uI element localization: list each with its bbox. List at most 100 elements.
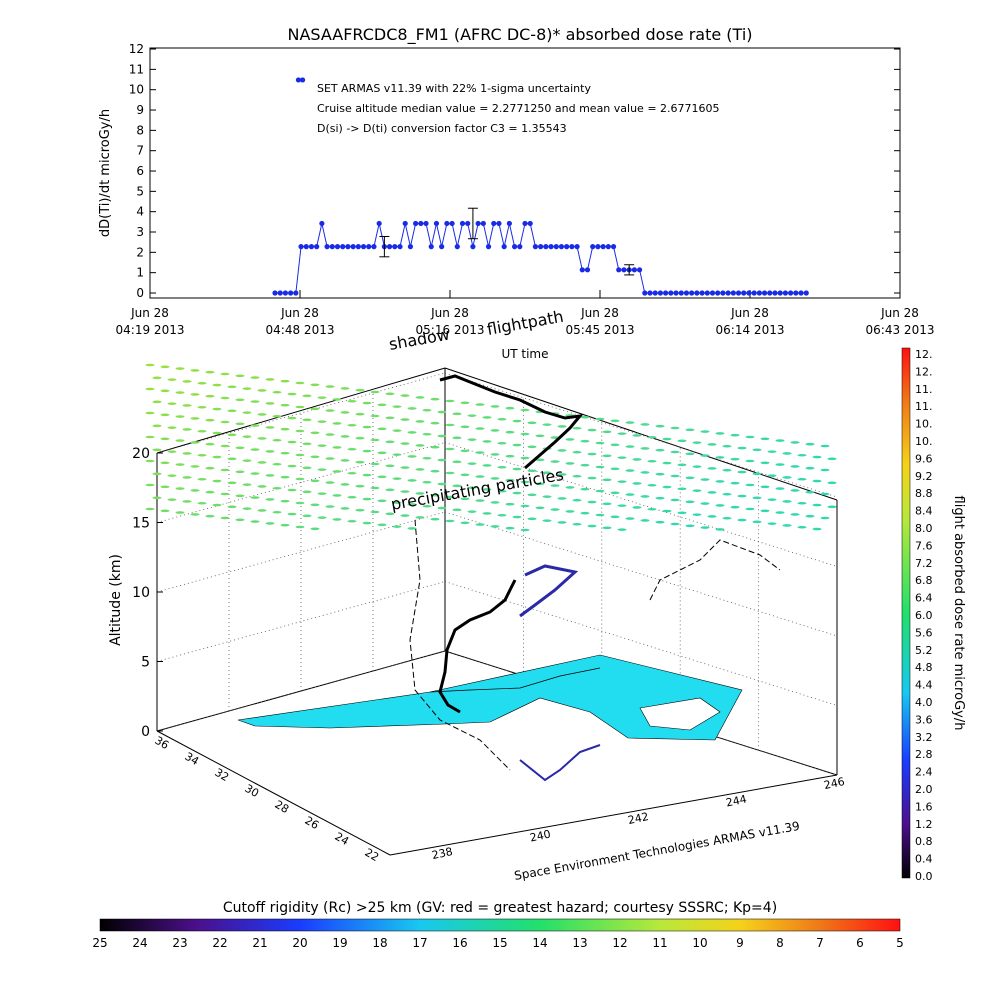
particle-marker <box>415 492 425 495</box>
particle-marker <box>527 469 537 473</box>
data-point <box>803 290 809 296</box>
annotation-conversion-factor: D(si) -> D(ti) conversion factor C3 = 1.… <box>317 122 567 135</box>
particle-marker <box>595 441 605 445</box>
particle-marker <box>677 511 687 515</box>
particle-marker <box>280 379 290 383</box>
particle-marker <box>302 418 312 422</box>
flightpath-annotation: flightpath <box>485 307 565 339</box>
particle-marker <box>745 435 755 439</box>
data-point <box>657 290 664 296</box>
particle-marker <box>280 451 290 455</box>
particle-marker <box>242 459 252 462</box>
data-point <box>300 77 306 83</box>
particle-marker <box>220 444 230 448</box>
grid-line <box>444 511 838 637</box>
particle-marker <box>475 475 485 478</box>
data-point <box>444 220 450 227</box>
particle-marker <box>467 510 477 513</box>
particle-marker <box>400 490 410 493</box>
particle-marker <box>392 429 402 432</box>
particle-marker <box>212 431 222 435</box>
particle-marker <box>295 525 305 529</box>
data-point <box>715 290 721 296</box>
particle-marker <box>557 449 567 452</box>
colorbar-right-tick-label: 6.8 <box>915 574 933 587</box>
x-tick-time: 05:16 2013 <box>416 323 485 337</box>
particle-marker <box>310 503 320 507</box>
particle-marker <box>490 477 500 480</box>
data-point <box>527 220 533 227</box>
data-point <box>673 290 679 296</box>
particle-marker <box>302 514 312 518</box>
particle-marker <box>587 524 597 528</box>
particle-marker <box>685 476 695 480</box>
particle-marker <box>445 423 455 427</box>
flight-path-climb <box>438 579 517 714</box>
particle-marker <box>377 451 387 455</box>
particle-marker <box>632 506 642 509</box>
colorbar-right-tick-label: 7.6 <box>915 539 933 552</box>
particle-marker <box>655 472 665 476</box>
data-point <box>683 290 690 296</box>
particle-marker <box>520 408 530 412</box>
particle-marker <box>257 413 267 416</box>
grid-line <box>156 372 446 454</box>
particle-marker <box>715 432 725 435</box>
colorbar-right-tick-label: 8.4 <box>915 505 933 518</box>
particle-marker <box>625 469 635 472</box>
data-point <box>303 244 309 250</box>
particle-marker <box>580 487 590 491</box>
particle-marker <box>617 480 627 483</box>
data-point <box>590 244 596 250</box>
data-point <box>298 244 304 250</box>
particle-marker <box>422 432 432 436</box>
particle-marker <box>242 507 252 510</box>
data-point <box>616 267 622 273</box>
particle-marker <box>302 442 312 446</box>
particle-marker <box>422 504 432 508</box>
data-point <box>735 290 742 296</box>
particle-marker <box>745 483 755 487</box>
particle-marker <box>707 491 717 494</box>
particle-marker <box>617 432 627 435</box>
data-point <box>397 244 403 250</box>
colorbar-right-tick-label: 0.0 <box>915 870 933 883</box>
particle-marker <box>670 498 680 502</box>
particle-marker <box>692 513 702 516</box>
particle-marker <box>490 501 500 504</box>
data-point <box>584 267 591 273</box>
particle-marker <box>505 430 515 434</box>
particle-marker <box>362 473 372 477</box>
particle-marker <box>632 434 642 437</box>
x-tick-day: Jun 28 <box>580 306 619 320</box>
particle-marker <box>527 421 537 425</box>
particle-marker <box>610 443 620 447</box>
grid-line <box>156 511 446 593</box>
data-point <box>767 290 773 296</box>
particle-marker <box>625 421 635 424</box>
particle-marker <box>385 488 395 492</box>
particle-marker <box>152 496 162 500</box>
particle-marker <box>752 520 762 524</box>
particle-marker <box>497 489 507 493</box>
particle-marker <box>767 498 777 501</box>
data-point <box>350 244 356 250</box>
particle-marker <box>392 501 402 504</box>
particle-marker <box>250 496 260 499</box>
particle-marker <box>512 443 522 447</box>
particle-marker <box>482 440 492 443</box>
particle-marker <box>617 528 627 531</box>
particle-marker <box>437 410 447 414</box>
particle-marker <box>362 449 372 453</box>
particle-marker <box>257 389 267 392</box>
colorbar-bottom-gradient <box>99 918 901 932</box>
particle-marker <box>490 429 500 432</box>
data-point <box>319 220 325 227</box>
figure-title: NASAAFRCDC8_FM1 (AFRC DC-8)* absorbed do… <box>288 25 753 45</box>
particle-marker <box>332 470 342 473</box>
particle-marker <box>565 438 575 441</box>
colorbar-right-gradient <box>901 347 911 879</box>
data-point <box>532 244 539 250</box>
particle-marker <box>535 434 545 438</box>
data-point <box>605 244 611 250</box>
